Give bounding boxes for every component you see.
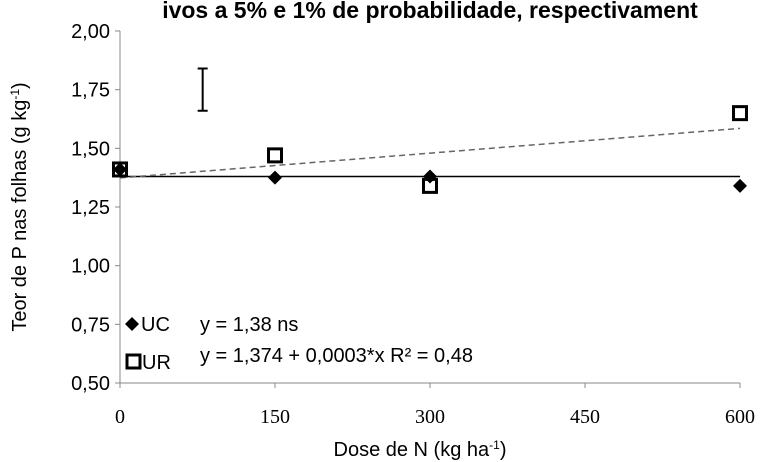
- point: [267, 147, 283, 164]
- x-axis-label: Dose de N (kg ha-1): [334, 438, 507, 461]
- x-tick-label: 0: [115, 406, 125, 428]
- x-tick-label: 450: [570, 406, 600, 428]
- point: [422, 177, 438, 194]
- legend-equation: y = 1,38 ns: [200, 314, 298, 336]
- x-tick-label: 300: [415, 406, 445, 428]
- x-label-sup: -1: [489, 438, 500, 452]
- legend-label: UR: [142, 352, 171, 374]
- y-tick-label: 0,50: [71, 373, 110, 395]
- y-label-sup: -1: [8, 89, 22, 100]
- point: [112, 161, 128, 178]
- y-label-end: ): [9, 82, 31, 89]
- y-tick-label: 1,50: [71, 138, 110, 160]
- y-label-text: Teor de P nas folhas (g kg: [9, 100, 31, 332]
- point: [733, 178, 747, 193]
- trend-line: [119, 127, 741, 179]
- legend-marker-uc: [125, 317, 139, 331]
- point: [113, 162, 127, 177]
- point: [423, 169, 437, 184]
- error-bar: [197, 67, 208, 112]
- y-tick-label: 1,00: [71, 256, 110, 278]
- legend-marker-ur: [125, 353, 142, 370]
- point: [268, 170, 282, 185]
- chart-title: ivos a 5% e 1% de probabilidade, respect…: [162, 0, 698, 23]
- point: [732, 105, 748, 122]
- y-tick-label: 1,25: [71, 197, 110, 219]
- y-tick-label: 2,00: [71, 21, 110, 43]
- x-tick-label: 150: [260, 406, 290, 428]
- y-tick-label: 0,75: [71, 314, 110, 336]
- x-label-end: ): [500, 439, 507, 461]
- y-axis-label: Teor de P nas folhas (g kg-1): [8, 82, 31, 331]
- x-label-text: Dose de N (kg ha: [334, 439, 491, 461]
- y-tick-label: 1,75: [71, 80, 110, 102]
- x-tick-label: 600: [725, 406, 755, 428]
- legend-equation: y = 1,374 + 0,0003*x R² = 0,48: [200, 345, 473, 367]
- legend-label: UC: [141, 314, 170, 336]
